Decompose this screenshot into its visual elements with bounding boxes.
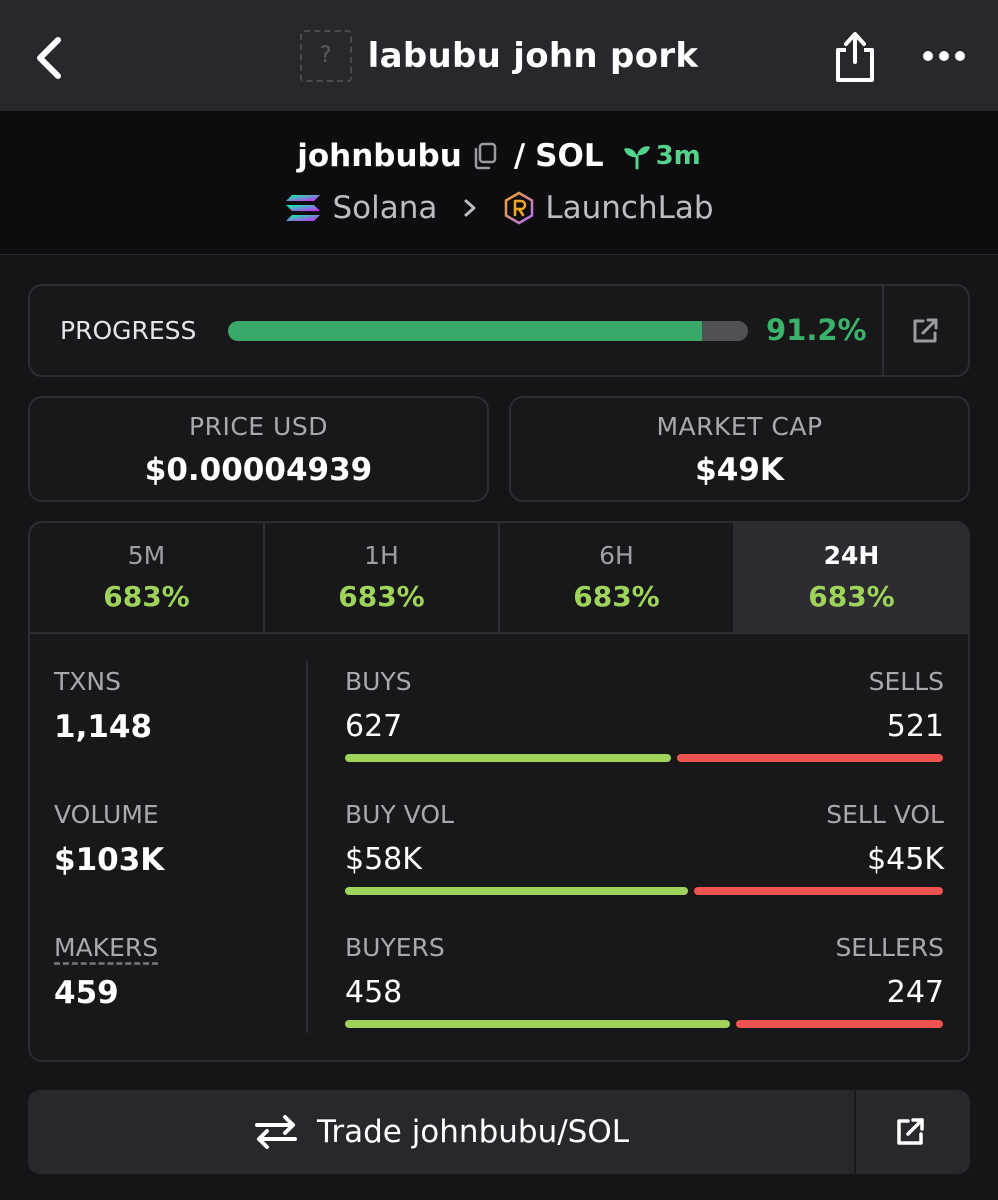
buys-label: BUYS xyxy=(345,667,412,696)
copy-icon[interactable] xyxy=(472,142,498,170)
progress-bar xyxy=(228,321,748,341)
chain-breadcrumb: Solana LaunchLab xyxy=(0,185,998,231)
external-link-icon[interactable] xyxy=(892,1114,928,1150)
dex-name[interactable]: LaunchLab xyxy=(545,190,714,226)
pair-age-text: 3m xyxy=(655,141,701,171)
trade-bar: Trade johnbubu/SOL xyxy=(28,1090,970,1174)
sells-value: 521 xyxy=(886,709,944,744)
tab-change: 683% xyxy=(338,580,425,613)
tab-6h[interactable]: 6H 683% xyxy=(500,523,735,632)
buyers-ratio-bar xyxy=(345,1020,730,1028)
pair-separator: / xyxy=(513,138,526,174)
buys-value: 627 xyxy=(345,709,403,744)
volume-value: $103K xyxy=(54,842,165,878)
sell-vol-label: SELL VOL xyxy=(826,800,944,829)
market-cap-card: MARKET CAP $49K xyxy=(509,396,970,502)
trade-divider xyxy=(854,1090,856,1174)
buys-ratio-bar xyxy=(345,754,671,762)
pair-base-symbol: johnbubu xyxy=(297,138,462,174)
buy-vol-label: BUY VOL xyxy=(345,800,454,829)
chevron-right-icon xyxy=(464,199,476,217)
buyers-value: 458 xyxy=(345,975,403,1010)
launchlab-logo-icon xyxy=(505,191,534,225)
sell-vol-value: $45K xyxy=(867,842,944,877)
tab-1h[interactable]: 1H 683% xyxy=(265,523,500,632)
progress-card: PROGRESS 91.2% xyxy=(28,284,970,377)
sells-label: SELLS xyxy=(868,667,944,696)
sells-ratio-bar xyxy=(677,754,943,762)
chain-name[interactable]: Solana xyxy=(332,190,438,226)
progress-divider xyxy=(882,286,884,375)
stats-divider xyxy=(306,661,308,1033)
pair-header xyxy=(0,111,998,255)
top-app-bar xyxy=(0,0,998,111)
tab-change: 683% xyxy=(103,580,190,613)
makers-value: 459 xyxy=(54,975,119,1011)
trade-button[interactable]: Trade johnbubu/SOL xyxy=(28,1090,854,1174)
share-icon[interactable] xyxy=(832,28,878,84)
txns-value: 1,148 xyxy=(54,709,153,745)
txns-label: TXNS xyxy=(54,667,121,696)
timeframe-tabs: 5M 683% 1H 683% 6H 683% 24H 683% xyxy=(30,523,968,634)
progress-bar-fill xyxy=(228,321,703,341)
sell-vol-ratio-bar xyxy=(694,887,943,895)
tab-label: 6H xyxy=(599,541,634,570)
pair-age: 3m xyxy=(622,141,701,171)
market-cap-value: $49K xyxy=(695,452,784,488)
tab-change: 683% xyxy=(808,580,895,613)
buy-vol-value: $58K xyxy=(345,842,422,877)
pair-line: johnbubu / SOL 3m xyxy=(0,133,998,179)
swap-arrows-icon xyxy=(254,1115,297,1149)
volume-label: VOLUME xyxy=(54,800,159,829)
external-link-icon[interactable] xyxy=(908,314,942,348)
sprout-icon xyxy=(623,146,650,170)
sellers-label: SELLERS xyxy=(835,933,944,962)
progress-percent: 91.2% xyxy=(766,313,867,347)
tab-24h[interactable]: 24H 683% xyxy=(735,523,968,632)
page-title: labubu john pork xyxy=(367,35,699,76)
market-cap-label: MARKET CAP xyxy=(656,412,823,441)
tab-change: 683% xyxy=(573,580,660,613)
trade-button-label: Trade johnbubu/SOL xyxy=(316,1114,630,1150)
buyers-label: BUYERS xyxy=(345,933,445,962)
stats-card: 5M 683% 1H 683% 6H 683% 24H 683% TXNS 1,… xyxy=(28,521,970,1062)
sellers-value: 247 xyxy=(886,975,944,1010)
price-usd-value: $0.00004939 xyxy=(144,452,373,488)
title-area: ? labubu john pork xyxy=(0,0,998,111)
tab-label: 1H xyxy=(364,541,399,570)
sellers-ratio-bar xyxy=(736,1020,943,1028)
tab-5m[interactable]: 5M 683% xyxy=(30,523,265,632)
tab-label: 24H xyxy=(823,541,880,570)
tab-label: 5M xyxy=(127,541,166,570)
more-icon[interactable] xyxy=(918,38,970,74)
buy-vol-ratio-bar xyxy=(345,887,688,895)
price-usd-card: PRICE USD $0.00004939 xyxy=(28,396,489,502)
progress-label: PROGRESS xyxy=(60,316,197,345)
back-icon[interactable] xyxy=(28,30,78,86)
pair-quote-symbol: SOL xyxy=(535,138,604,174)
solana-logo-icon xyxy=(286,195,321,221)
token-thumbnail-placeholder: ? xyxy=(299,29,352,82)
price-usd-label: PRICE USD xyxy=(189,412,328,441)
makers-label[interactable]: MAKERS xyxy=(54,933,159,962)
